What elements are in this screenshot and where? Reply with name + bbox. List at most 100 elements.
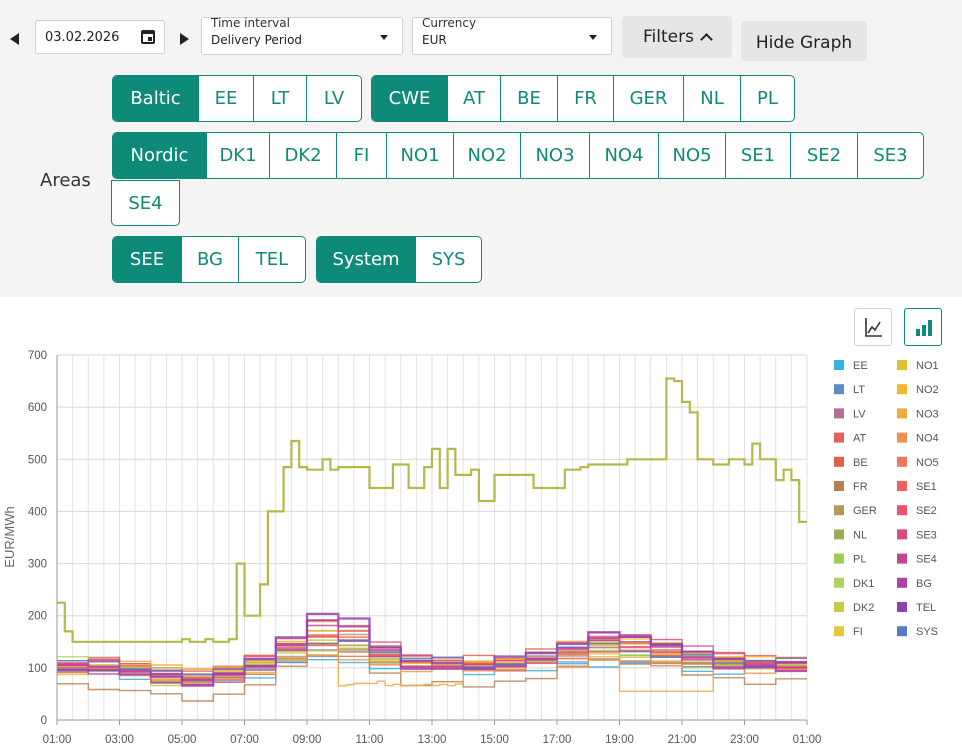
legend-swatch-pl [834,553,844,564]
chart-legend: EE LT LV AT BE FR GER NL PL DK1 DK2 FI NO1 NO2 NO3 NO4 N… [834,360,939,638]
area-group-cwe: CWE AT BE FR GER NL PL [371,75,795,122]
y-tick-label: 700 [28,350,47,362]
area-no5[interactable]: NO5 [658,133,725,178]
legend-label-fr[interactable]: FR [853,481,868,493]
area-no1[interactable]: NO1 [386,133,453,178]
area-se2[interactable]: SE2 [790,133,857,178]
series-line-no2 [57,620,807,679]
line-chart-toggle[interactable] [854,308,892,346]
bar-chart-toggle[interactable] [904,308,942,346]
area-se3[interactable]: SE3 [857,133,923,178]
legend-label-nl[interactable]: NL [853,529,867,541]
series-line-dk1 [57,639,807,672]
chart-grid [56,354,808,721]
legend-label-no3[interactable]: NO3 [916,408,939,420]
legend-label-se4[interactable]: SE4 [916,554,937,566]
area-lv[interactable]: LV [306,76,361,121]
area-no3[interactable]: NO3 [520,133,589,178]
x-tick-label: 17:00 [543,734,572,746]
area-group-see: SEE BG TEL [112,236,306,283]
legend-label-no1[interactable]: NO1 [916,360,939,372]
legend-label-tel[interactable]: TEL [916,602,936,614]
area-no4[interactable]: NO4 [589,133,658,178]
hide-graph-label: Hide Graph [755,33,853,53]
area-be[interactable]: BE [500,76,557,121]
area-at[interactable]: AT [447,76,500,121]
filters-button[interactable]: Filters [622,16,732,58]
area-lt[interactable]: LT [253,76,306,121]
series-line-lt [57,648,807,683]
area-fi[interactable]: FI [336,133,386,178]
legend-label-be[interactable]: BE [853,457,868,469]
calendar-icon[interactable] [141,30,155,44]
legend-label-se3[interactable]: SE3 [916,529,937,541]
area-tel[interactable]: TEL [238,237,305,282]
date-value[interactable]: 03.02.2026 [45,30,120,45]
area-se4[interactable]: SE4 [128,192,163,214]
legend-swatch-no4 [897,432,907,443]
legend-swatch-no2 [897,384,907,395]
series-line-no4 [57,655,807,682]
legend-label-ee[interactable]: EE [853,360,868,372]
series-line-sys [57,640,807,676]
legend-label-at[interactable]: AT [853,433,867,445]
area-ee[interactable]: EE [198,76,253,121]
area-dk1[interactable]: DK1 [206,133,269,178]
series-line-lv [57,647,807,683]
chart-axes: 0 100 200 300 400 500 600 700 01:00 03:00 05:00 07:… [28,350,822,746]
area-cwe[interactable]: CWE [372,76,447,121]
y-axis-label: EUR/MWh [2,506,17,567]
x-tick-label: 03:00 [105,734,134,746]
next-arrow-icon[interactable] [180,33,189,45]
area-nordic[interactable]: Nordic [113,133,206,178]
legend-label-ger[interactable]: GER [853,505,877,517]
legend-label-no2[interactable]: NO2 [916,384,939,396]
time-interval-select[interactable]: Time interval Delivery Period [201,16,403,55]
area-see[interactable]: SEE [113,237,181,282]
legend-swatch-lt [834,384,844,395]
legend-label-se1[interactable]: SE1 [916,481,937,493]
x-tick-label: 01:00 [43,734,72,746]
area-sys[interactable]: SYS [415,237,481,282]
area-fr[interactable]: FR [557,76,613,121]
legend-label-fi[interactable]: FI [853,626,863,638]
legend-label-lv[interactable]: LV [853,408,866,420]
series-line-top-profile [57,377,807,643]
legend-swatch-dk2 [834,602,844,612]
legend-label-dk1[interactable]: DK1 [853,578,874,590]
prev-arrow-icon[interactable] [10,33,19,45]
x-tick-label: 01:00 [793,734,822,746]
legend-label-sys[interactable]: SYS [916,626,938,638]
legend-label-se2[interactable]: SE2 [916,505,937,517]
area-no2[interactable]: NO2 [453,133,520,178]
area-ger[interactable]: GER [613,76,683,121]
legend-label-no5[interactable]: NO5 [916,457,939,469]
chevron-down-icon [380,35,388,40]
x-tick-label: 11:00 [356,734,384,746]
legend-label-lt[interactable]: LT [853,384,865,396]
area-system[interactable]: System [317,237,415,282]
legend-swatch-sys [897,626,907,637]
area-nl[interactable]: NL [683,76,740,121]
area-pl[interactable]: PL [740,76,794,121]
series-line-bg [57,619,807,687]
x-tick-label: 15:00 [480,734,509,746]
legend-label-no4[interactable]: NO4 [916,433,939,445]
area-se1[interactable]: SE1 [725,133,790,178]
currency-select[interactable]: Currency EUR [412,16,612,55]
legend-label-bg[interactable]: BG [916,578,932,590]
series-line-no5 [57,644,807,684]
date-picker[interactable]: 03.02.2026 [35,20,165,54]
series-line-ee [57,659,807,685]
legend-label-pl[interactable]: PL [853,554,866,566]
series-line-nl [57,650,807,679]
area-dk2[interactable]: DK2 [269,133,336,178]
time-interval-value: Delivery Period [211,33,303,47]
currency-value: EUR [422,33,447,47]
legend-label-dk2[interactable]: DK2 [853,602,874,614]
area-bg[interactable]: BG [181,237,238,282]
hide-graph-button[interactable]: Hide Graph [741,21,867,61]
legend-swatch-lv [834,408,844,419]
time-interval-label: Time interval [211,16,290,30]
area-baltic[interactable]: Baltic [113,76,198,121]
